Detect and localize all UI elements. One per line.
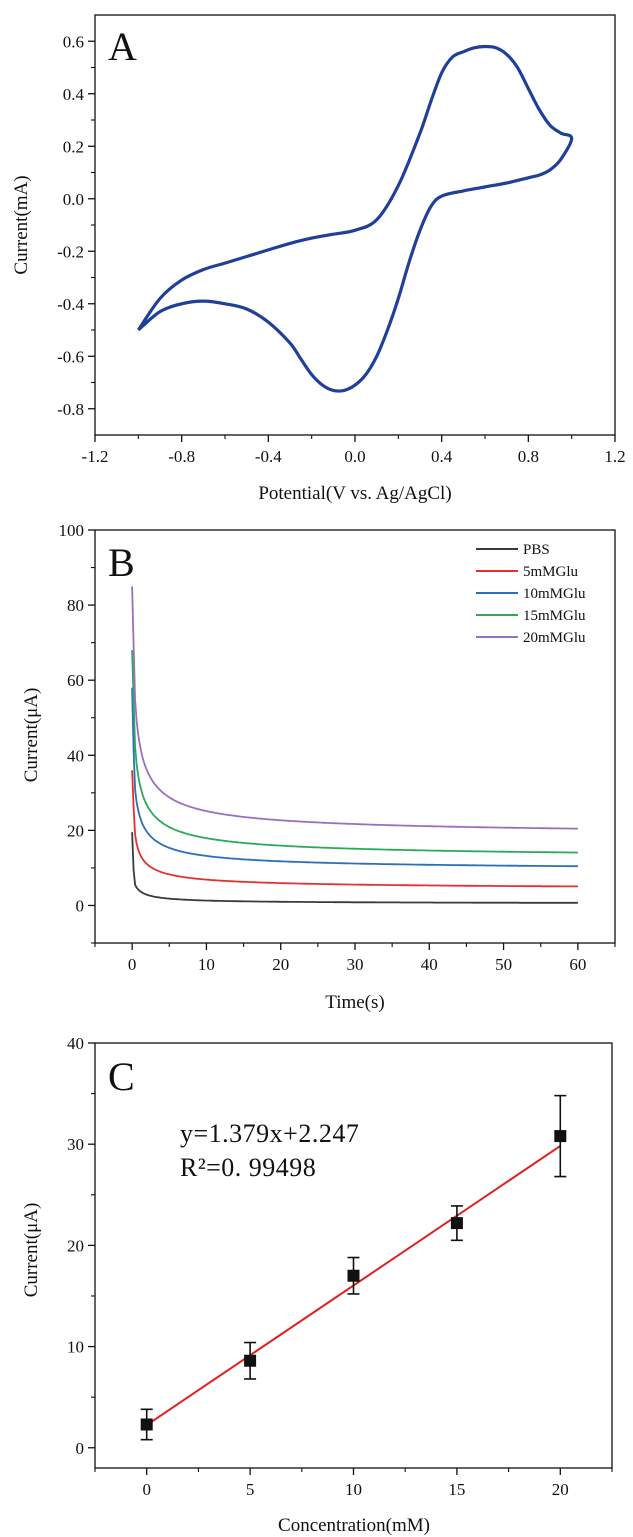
panel-b-ytick-label: 20 xyxy=(67,821,84,840)
panel-b-letter: B xyxy=(108,540,135,585)
panel-c-ytick-label: 20 xyxy=(67,1236,84,1255)
panel-c-data-point xyxy=(554,1130,567,1143)
panel-c-frame xyxy=(94,1042,613,1469)
panel-a-ytick-label: -0.6 xyxy=(57,347,84,366)
panel-b-xtick-label: 30 xyxy=(347,955,364,974)
panel-b-xtick-label: 60 xyxy=(569,955,586,974)
panel-c-xtick-label: 20 xyxy=(552,1480,569,1499)
panel-a-xtick-label: 0.0 xyxy=(344,447,365,466)
panel-b-ylabel: Current(μA) xyxy=(21,688,42,783)
panel-c-xtick-label: 10 xyxy=(345,1480,362,1499)
panel-a-xtick-label: 0.8 xyxy=(518,447,539,466)
panel-c-r2: R²=0. 99498 xyxy=(180,1153,316,1182)
panel-b-chart: B Time(s) Current(μA) 0 10 20 30 40 50 60 0 20 40… xyxy=(21,521,616,1013)
panel-b-ytick-label: 80 xyxy=(67,596,84,615)
panel-a-ytick-label: 0.4 xyxy=(63,85,85,104)
panel-b-ytick-label: 60 xyxy=(67,671,84,690)
panel-a-chart: A Potential(V vs. Ag/AgCl) Current(mA) -… xyxy=(11,14,626,504)
legend-label-pbs: PBS xyxy=(523,542,550,558)
panel-a-ytick-label: 0.6 xyxy=(63,32,84,51)
panel-c-xtick-label: 5 xyxy=(246,1480,255,1499)
panel-a-xtick-label: 1.2 xyxy=(604,447,625,466)
panel-b-ytick-label: 0 xyxy=(76,896,85,915)
panel-a-xlabel: Potential(V vs. Ag/AgCl) xyxy=(258,483,451,504)
panel-b-series-15mmglu xyxy=(131,650,578,854)
panel-a-ytick-label: -0.2 xyxy=(57,242,84,261)
panel-a-xtick-label: -0.4 xyxy=(255,447,282,466)
panel-b-xtick-label: 0 xyxy=(128,955,137,974)
panel-a-frame xyxy=(94,14,616,436)
legend-label-10mmglu: 10mMGlu xyxy=(523,586,586,602)
panel-c-ytick-label: 40 xyxy=(67,1034,84,1053)
panel-a-cv-curve xyxy=(136,44,574,393)
panel-a-ytick-label: -0.8 xyxy=(57,400,84,419)
panel-c-data-point xyxy=(140,1418,153,1431)
panel-c-xtick-label: 15 xyxy=(448,1480,465,1499)
panel-b-ytick-label: 100 xyxy=(59,521,85,540)
legend-label-20mmglu: 20mMGlu xyxy=(523,630,586,646)
panel-c-chart: C y=1.379x+2.247 R²=0. 99498 Concentrati… xyxy=(21,1034,613,1536)
panel-b-series-10mmglu xyxy=(131,687,578,868)
panel-a-xtick-label: -1.2 xyxy=(82,447,109,466)
panel-b-ytick-label: 40 xyxy=(67,746,84,765)
panel-b-xtick-label: 50 xyxy=(495,955,512,974)
panel-b-xtick-label: 40 xyxy=(421,955,438,974)
panel-b-legend: PBS 5mMGlu 10mMGlu 15mMGlu 20mMGlu xyxy=(476,542,586,646)
panel-c-xtick-label: 0 xyxy=(142,1480,151,1499)
panel-a-ytick-label: -0.4 xyxy=(57,295,84,314)
panel-c-letter: C xyxy=(108,1054,135,1099)
panel-a-ytick-label: 0.0 xyxy=(63,190,84,209)
panel-b-xlabel: Time(s) xyxy=(325,992,384,1013)
panel-c-ytick-label: 10 xyxy=(67,1338,84,1357)
panel-c-ylabel: Current(μA) xyxy=(21,1203,42,1298)
panel-b-xtick-label: 20 xyxy=(272,955,289,974)
panel-b-series-pbs xyxy=(131,832,578,904)
panel-b-series-20mmglu xyxy=(131,586,578,830)
panel-a-xtick-label: -0.8 xyxy=(168,447,195,466)
panel-c-data-point xyxy=(244,1354,257,1367)
panel-a-ylabel: Current(mA) xyxy=(11,175,32,274)
panel-b-xtick-label: 10 xyxy=(198,955,215,974)
panel-a-ytick-label: 0.2 xyxy=(63,137,84,156)
panel-c-data-point xyxy=(347,1269,360,1282)
panel-a-xtick-label: 0.4 xyxy=(431,447,453,466)
panel-c-ytick-label: 0 xyxy=(76,1439,85,1458)
panel-c-xlabel: Concentration(mM) xyxy=(278,1515,430,1536)
panel-a-letter: A xyxy=(108,24,137,69)
panel-c-data-point xyxy=(450,1217,463,1230)
panel-c-ytick-label: 30 xyxy=(67,1135,84,1154)
legend-label-5mmglu: 5mMGlu xyxy=(523,564,579,580)
legend-label-15mmglu: 15mMGlu xyxy=(523,608,586,624)
panel-c-equation: y=1.379x+2.247 xyxy=(180,1119,359,1148)
panel-b-series-5mmglu xyxy=(131,770,578,888)
